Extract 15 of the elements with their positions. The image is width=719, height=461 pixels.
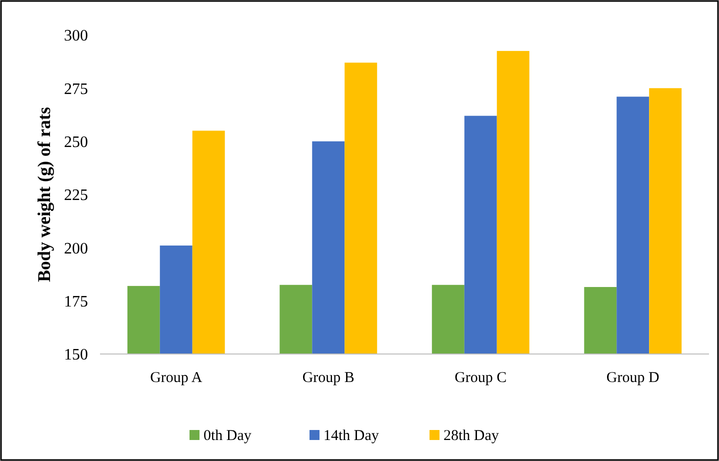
y-tick-label: 300: [64, 28, 88, 45]
x-tick-label: Group B: [302, 370, 354, 386]
y-axis-title: Body weight (g) of rats: [34, 107, 54, 282]
legend-label: 14th Day: [324, 428, 380, 444]
y-tick-label: 175: [64, 293, 88, 310]
y-tick-label: 225: [64, 187, 88, 204]
y-tick-label: 250: [64, 134, 88, 151]
x-tick-label: Group C: [454, 370, 507, 386]
x-tick-label: Group D: [606, 370, 660, 386]
y-tick-label: 275: [64, 80, 88, 98]
y-tick-label: 200: [64, 240, 88, 258]
y-tick-label: 150: [64, 346, 88, 364]
x-tick-label: Group A: [150, 370, 202, 386]
legend-label: 0th Day: [204, 428, 252, 444]
legend-label: 28th Day: [444, 428, 500, 444]
